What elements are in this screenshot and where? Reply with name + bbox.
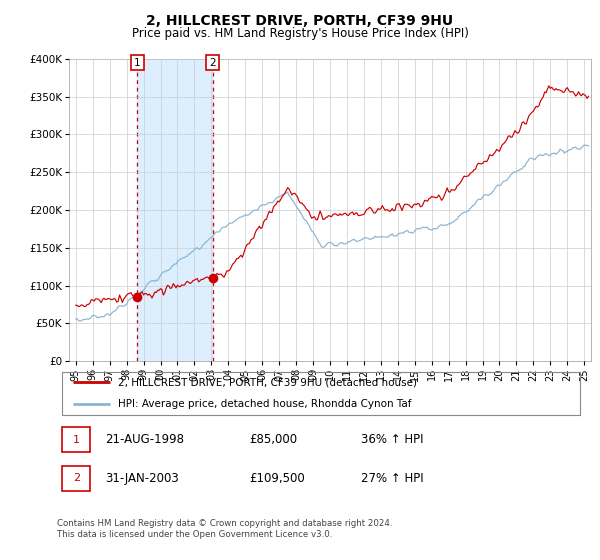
Text: £109,500: £109,500 [249,472,305,485]
Text: 31-JAN-2003: 31-JAN-2003 [105,472,179,485]
Text: Price paid vs. HM Land Registry's House Price Index (HPI): Price paid vs. HM Land Registry's House … [131,27,469,40]
Bar [137,59,213,361]
Text: 2, HILLCREST DRIVE, PORTH, CF39 9HU: 2, HILLCREST DRIVE, PORTH, CF39 9HU [146,14,454,28]
Bar [62,466,90,491]
Text: 27% ↑ HPI: 27% ↑ HPI [361,472,424,485]
Bar [62,427,90,452]
Text: HPI: Average price, detached house, Rhondda Cynon Taf: HPI: Average price, detached house, Rhon… [118,399,412,409]
Text: 36% ↑ HPI: 36% ↑ HPI [361,433,424,446]
Text: 2: 2 [73,473,80,483]
Text: 1: 1 [73,435,80,445]
Text: 21-AUG-1998: 21-AUG-1998 [105,433,184,446]
Text: 1: 1 [134,58,141,68]
Text: £85,000: £85,000 [249,433,298,446]
Text: Contains HM Land Registry data © Crown copyright and database right 2024.
This d: Contains HM Land Registry data © Crown c… [57,519,392,539]
Text: 2, HILLCREST DRIVE, PORTH, CF39 9HU (detached house): 2, HILLCREST DRIVE, PORTH, CF39 9HU (det… [118,377,418,388]
Text: 2: 2 [209,58,216,68]
